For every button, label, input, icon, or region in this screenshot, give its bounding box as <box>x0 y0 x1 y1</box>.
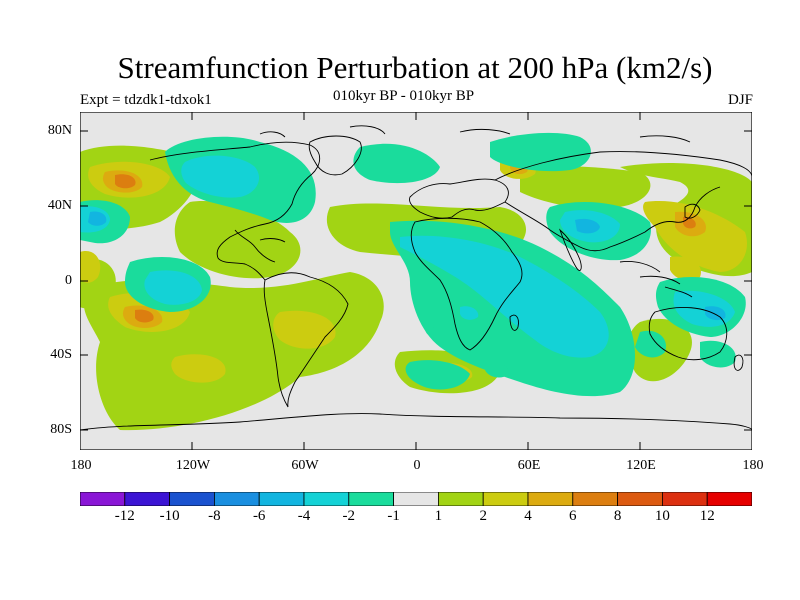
contour-level-neg2-neg4 <box>80 155 735 358</box>
lon-ticks <box>191 112 641 450</box>
lon-label-60w: 60W <box>291 458 319 473</box>
colorbar-swatch <box>482 492 529 506</box>
colorbar-label: 8 <box>613 508 622 524</box>
lon-label-120e: 120E <box>626 458 656 473</box>
colorbar-swatch <box>393 492 439 506</box>
period-label: 010kyr BP - 010kyr BP <box>333 88 475 104</box>
colorbar-swatch <box>527 492 574 506</box>
colorbar-swatch <box>706 492 752 506</box>
lat-label-80n: 80N <box>47 123 72 138</box>
lat-label-40s: 40S <box>50 347 72 362</box>
colorbar <box>80 492 752 506</box>
lat-ticks <box>80 130 752 431</box>
contour-level-neg4-neg6 <box>88 211 726 321</box>
colorbar-swatch <box>303 492 350 506</box>
colorbar-label: -1 <box>387 508 400 524</box>
lon-label-180w: 180 <box>70 458 92 473</box>
colorbar-swatch <box>348 492 394 506</box>
colorbar-swatch <box>662 492 708 506</box>
contour-level-6-8 <box>115 174 696 323</box>
colorbar-swatch <box>437 492 484 506</box>
colorbar-swatch <box>617 492 663 506</box>
lon-label-0: 0 <box>413 458 421 473</box>
lat-label-80s: 80S <box>50 422 72 437</box>
colorbar-label: -6 <box>252 508 266 524</box>
experiment-label: Expt = tdzdk1-tdxok1 <box>80 92 212 108</box>
colorbar-swatch <box>169 492 215 506</box>
coastlines <box>80 125 752 431</box>
season-label: DJF <box>727 92 753 108</box>
colorbar-label: 12 <box>699 508 715 524</box>
lat-label-0: 0 <box>65 273 72 288</box>
colorbar-label: 10 <box>654 508 670 524</box>
streamfunction-map <box>80 112 752 450</box>
colorbar-swatch <box>572 492 618 506</box>
colorbar-swatch <box>124 492 170 506</box>
colorbar-swatch <box>80 492 126 506</box>
lon-label-180e: 180 <box>742 458 764 473</box>
lon-label-60e: 60E <box>517 458 541 473</box>
colorbar-swatch <box>213 492 260 506</box>
colorbar-label: 6 <box>569 508 577 524</box>
colorbar-swatch <box>258 492 305 506</box>
colorbar-label: 1 <box>434 508 443 524</box>
map-title: Streamfunction Perturbation at 200 hPa (… <box>117 50 713 85</box>
lat-label-40n: 40N <box>47 198 72 213</box>
lon-label-120w: 120W <box>175 458 211 473</box>
colorbar-label: -4 <box>297 508 311 524</box>
colorbar-label: -2 <box>342 508 356 524</box>
colorbar-label: -8 <box>208 508 221 524</box>
colorbar-label: -12 <box>114 508 135 524</box>
colorbar-label: -10 <box>159 508 180 524</box>
colorbar-label: 2 <box>479 508 487 524</box>
colorbar-label: 4 <box>524 508 532 524</box>
